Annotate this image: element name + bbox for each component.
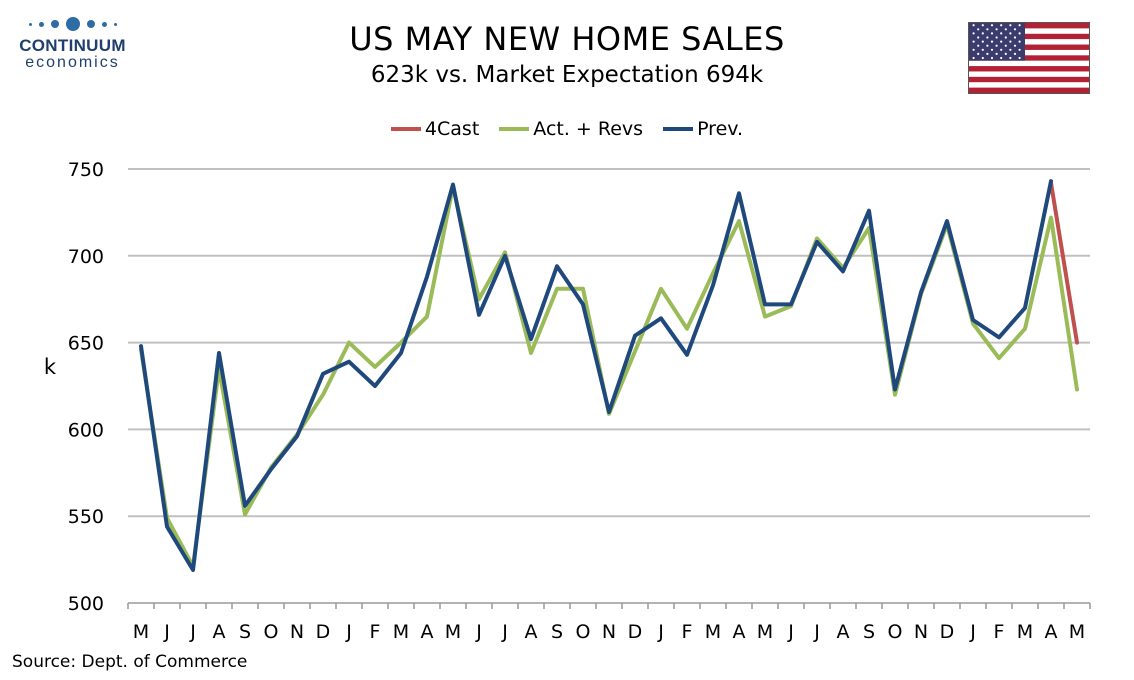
x-tick-label: M bbox=[445, 621, 461, 643]
chart-legend: 4Cast Act. + Revs Prev. bbox=[0, 118, 1134, 140]
x-tick-label: D bbox=[940, 621, 955, 643]
y-tick-label: 750 bbox=[68, 159, 104, 181]
x-tick-label: J bbox=[787, 621, 794, 643]
x-tick-label: J bbox=[969, 621, 976, 643]
x-tick-label: S bbox=[551, 621, 563, 643]
x-tick-label: D bbox=[316, 621, 331, 643]
x-tick-label: A bbox=[837, 621, 850, 643]
y-tick-label: 600 bbox=[68, 419, 104, 441]
x-tick-label: A bbox=[421, 621, 434, 643]
x-tick-label: N bbox=[602, 621, 616, 643]
x-tick-label: S bbox=[239, 621, 251, 643]
x-tick-label: J bbox=[657, 621, 664, 643]
continuum-logo-icon: CONTINUUM economics bbox=[10, 14, 135, 72]
x-tick-label: N bbox=[290, 621, 304, 643]
series-line-act-revs bbox=[139, 184, 1079, 569]
x-tick-label: O bbox=[888, 621, 903, 643]
x-tick-label: M bbox=[133, 621, 149, 643]
legend-item-4cast: 4Cast bbox=[390, 118, 480, 140]
y-tick-label: 550 bbox=[68, 506, 104, 528]
x-tick-label: F bbox=[682, 621, 693, 643]
x-tick-label: F bbox=[370, 621, 381, 643]
logo-name: CONTINUUM bbox=[19, 36, 126, 55]
x-tick-label: A bbox=[525, 621, 538, 643]
x-tick-label: D bbox=[628, 621, 643, 643]
legend-label-4cast: 4Cast bbox=[424, 118, 480, 140]
legend-item-actual: Act. + Revs bbox=[499, 118, 643, 140]
x-tick-label: J bbox=[163, 621, 170, 643]
x-tick-label: A bbox=[1045, 621, 1058, 643]
x-tick-label: J bbox=[501, 621, 508, 643]
y-tick-label: 650 bbox=[68, 333, 104, 355]
source-note: Source: Dept. of Commerce bbox=[12, 652, 248, 672]
x-tick-label: F bbox=[994, 621, 1005, 643]
legend-swatch-prev bbox=[663, 127, 694, 131]
x-tick-label: O bbox=[576, 621, 591, 643]
y-tick-label: 500 bbox=[68, 593, 104, 615]
chart-title: US MAY NEW HOME SALES bbox=[349, 20, 785, 58]
y-tick-label: 700 bbox=[68, 246, 104, 268]
x-tick-label: M bbox=[393, 621, 409, 643]
x-tick-label: O bbox=[264, 621, 279, 643]
logo-dots bbox=[10, 14, 135, 34]
x-tick-label: N bbox=[914, 621, 928, 643]
x-tick-label: M bbox=[757, 621, 773, 643]
series-line-4cast bbox=[1049, 180, 1079, 345]
legend-label-prev: Prev. bbox=[697, 118, 744, 140]
x-tick-label: A bbox=[213, 621, 226, 643]
x-tick-label: A bbox=[733, 621, 746, 643]
x-tick-label: J bbox=[345, 621, 352, 643]
x-tick-label: J bbox=[813, 621, 820, 643]
x-tick-label: J bbox=[475, 621, 482, 643]
logo-subname: economics bbox=[25, 54, 120, 71]
x-tick-label: M bbox=[1017, 621, 1033, 643]
x-tick-label: S bbox=[863, 621, 875, 643]
x-tick-label: M bbox=[1069, 621, 1085, 643]
series-line-prev bbox=[139, 179, 1053, 572]
legend-swatch-actual bbox=[499, 127, 530, 131]
x-tick-label: M bbox=[705, 621, 721, 643]
chart-subtitle: 623k vs. Market Expectation 694k bbox=[370, 62, 764, 88]
us-flag-icon bbox=[968, 22, 1090, 94]
y-axis-label: k bbox=[44, 355, 57, 379]
legend-swatch-4cast bbox=[390, 127, 421, 131]
legend-item-prev: Prev. bbox=[663, 118, 743, 140]
x-tick-label: J bbox=[189, 621, 196, 643]
legend-label-actual: Act. + Revs bbox=[533, 118, 644, 140]
